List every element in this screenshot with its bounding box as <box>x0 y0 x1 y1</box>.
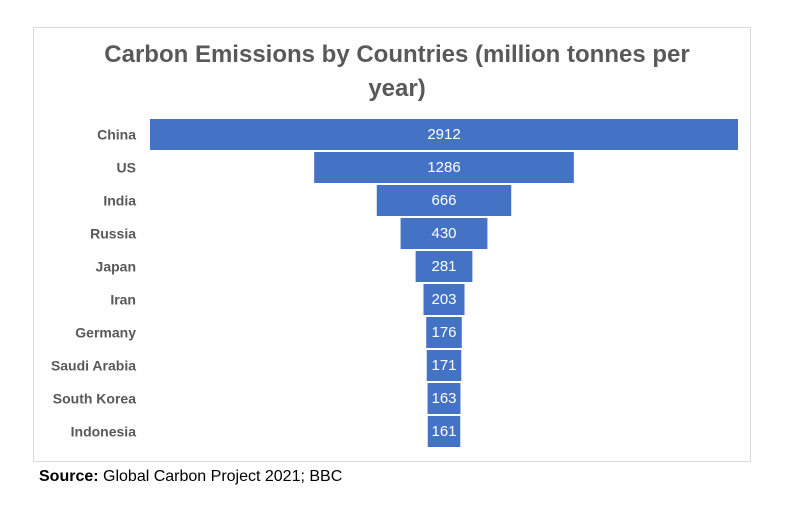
category-label-japan: Japan <box>96 259 136 275</box>
bar-indonesia <box>427 416 461 447</box>
category-label-russia: Russia <box>90 226 136 242</box>
category-label-south-korea: South Korea <box>53 391 136 407</box>
data-label-japan: 281 <box>431 258 456 275</box>
bar-russia <box>400 218 488 249</box>
data-label-russia: 430 <box>431 225 456 242</box>
bar-india <box>376 185 512 216</box>
chart-title-line-1: Carbon Emissions by Countries (million t… <box>104 41 690 68</box>
chart-title-line-2: year) <box>368 75 426 102</box>
source-label: Source: <box>39 468 99 485</box>
category-label-indonesia: Indonesia <box>71 424 137 440</box>
data-label-south-korea: 163 <box>431 390 456 407</box>
category-label-india: India <box>103 193 136 209</box>
bar-japan <box>415 251 473 282</box>
data-label-indonesia: 161 <box>431 423 456 440</box>
bar-china <box>150 119 738 150</box>
source-note: Source: Global Carbon Project 2021; BBC <box>39 468 342 486</box>
chart-title: Carbon Emissions by Countries (million t… <box>0 38 794 106</box>
bar-iran <box>423 284 465 315</box>
data-label-germany: 176 <box>431 324 456 341</box>
category-label-china: China <box>97 127 136 143</box>
data-label-saudi-arabia: 171 <box>431 357 456 374</box>
bar-germany <box>426 317 462 348</box>
category-label-germany: Germany <box>75 325 136 341</box>
bar-saudi-arabia <box>426 350 462 381</box>
source-text: Global Carbon Project 2021; BBC <box>98 468 343 485</box>
category-label-iran: Iran <box>110 292 136 308</box>
bar-us <box>314 152 574 183</box>
category-label-saudi-arabia: Saudi Arabia <box>51 358 136 374</box>
chart-area <box>33 27 751 462</box>
data-label-iran: 203 <box>431 291 456 308</box>
data-label-us: 1286 <box>427 159 460 176</box>
data-label-china: 2912 <box>427 126 460 143</box>
bar-south-korea <box>427 383 461 414</box>
category-label-us: US <box>117 160 136 176</box>
data-label-india: 666 <box>431 192 456 209</box>
